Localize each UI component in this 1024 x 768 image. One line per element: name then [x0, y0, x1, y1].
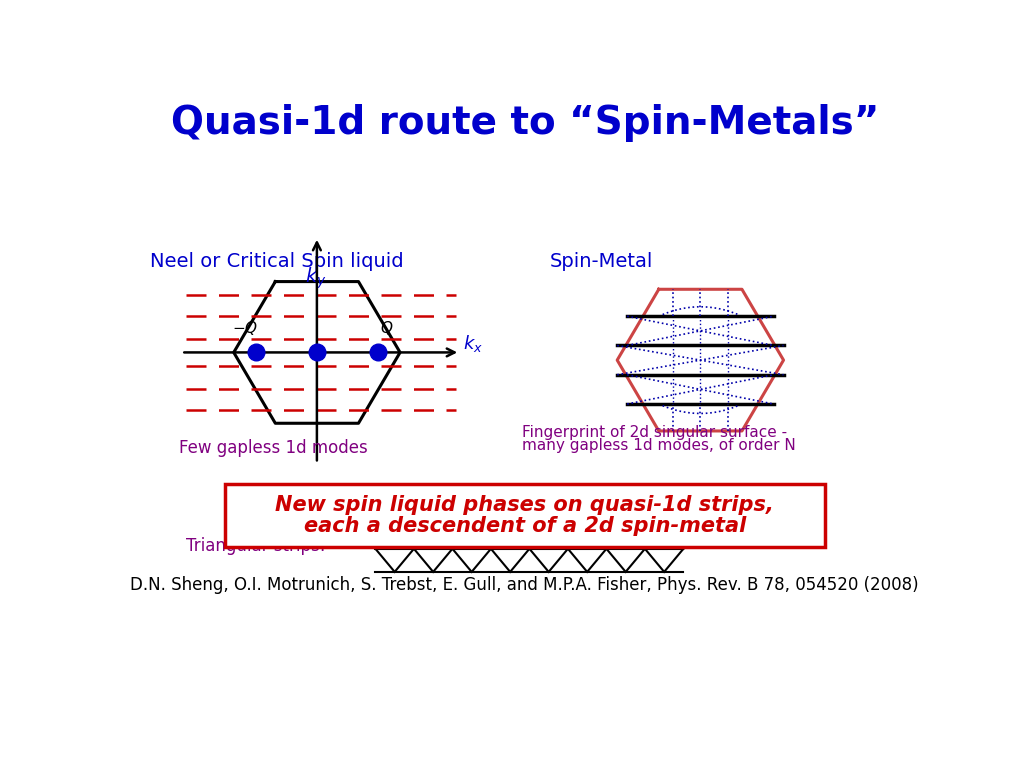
Text: $-Q$: $-Q$: [232, 319, 258, 337]
Text: Spin-Metal: Spin-Metal: [550, 252, 653, 271]
FancyBboxPatch shape: [224, 484, 825, 548]
Text: Triangular strips:: Triangular strips:: [186, 538, 326, 555]
Text: $k_y$: $k_y$: [304, 266, 326, 291]
Text: each a descendent of a 2d spin-metal: each a descendent of a 2d spin-metal: [304, 516, 745, 536]
Text: Quasi-1d route to “Spin-Metals”: Quasi-1d route to “Spin-Metals”: [171, 104, 879, 142]
Text: D.N. Sheng, O.I. Motrunich, S. Trebst, E. Gull, and M.P.A. Fisher, Phys. Rev. B : D.N. Sheng, O.I. Motrunich, S. Trebst, E…: [130, 576, 920, 594]
Text: $k_x$: $k_x$: [463, 333, 483, 354]
Text: Few gapless 1d modes: Few gapless 1d modes: [178, 439, 368, 457]
Text: New spin liquid phases on quasi-1d strips,: New spin liquid phases on quasi-1d strip…: [275, 495, 774, 515]
Text: many gapless 1d modes, of order N: many gapless 1d modes, of order N: [521, 438, 796, 452]
Text: $Q$: $Q$: [380, 319, 393, 337]
Text: Fingerprint of 2d singular surface -: Fingerprint of 2d singular surface -: [521, 425, 786, 440]
Text: Neel or Critical Spin liquid: Neel or Critical Spin liquid: [151, 252, 403, 271]
